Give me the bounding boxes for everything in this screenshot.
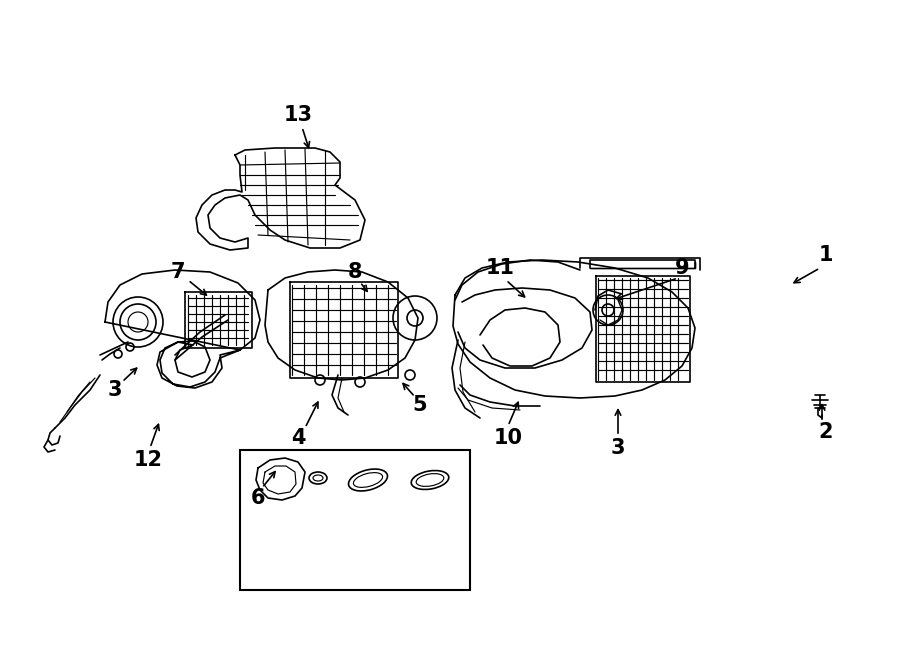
Text: 8: 8 xyxy=(347,262,362,282)
Text: 5: 5 xyxy=(413,395,428,415)
Text: 1: 1 xyxy=(819,245,833,265)
Text: 6: 6 xyxy=(251,488,266,508)
Text: 11: 11 xyxy=(485,258,515,278)
Text: 2: 2 xyxy=(819,422,833,442)
Text: 7: 7 xyxy=(171,262,185,282)
Text: 4: 4 xyxy=(291,428,305,448)
Text: 3: 3 xyxy=(611,438,625,458)
Text: 9: 9 xyxy=(675,258,689,278)
Text: 10: 10 xyxy=(493,428,523,448)
Text: 12: 12 xyxy=(133,450,163,470)
Text: 3: 3 xyxy=(108,380,122,400)
Text: 13: 13 xyxy=(284,105,312,125)
Bar xyxy=(240,450,470,590)
